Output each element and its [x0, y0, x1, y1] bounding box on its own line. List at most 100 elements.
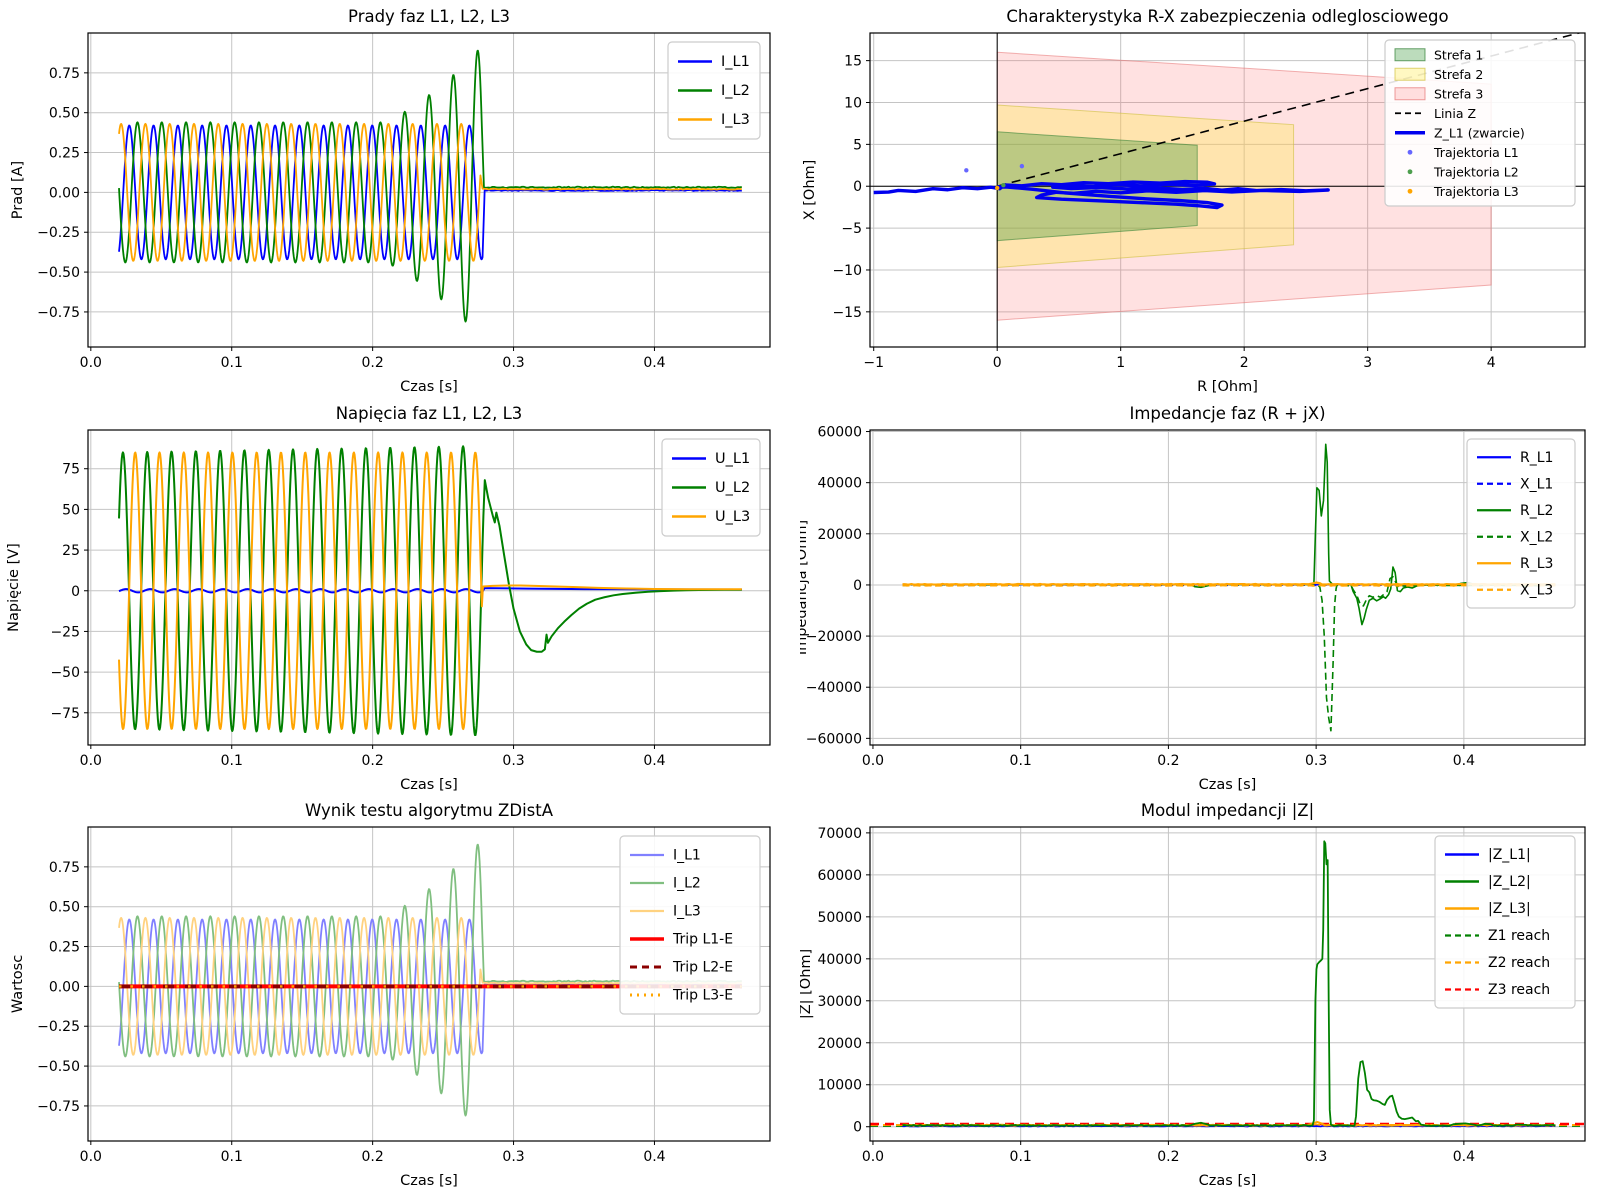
- subplot-impedance-modulus: 0.0 0.1 0.2 0.3 0.4 0 10000 20000 30000 40000 5000…: [800, 800, 1600, 1200]
- x-tick-label: 0.1: [221, 753, 243, 769]
- x-tick-label: 0.2: [1157, 753, 1179, 769]
- y-tick-label: −25: [50, 624, 80, 640]
- y-tick-label: 5: [853, 137, 862, 153]
- x-tick-label: 0.1: [221, 355, 243, 371]
- legend-label: I_L1: [673, 848, 701, 864]
- legend-label: U_L2: [715, 480, 750, 496]
- axes-frame: [87, 32, 771, 348]
- x-tick-label: 0.3: [502, 355, 524, 371]
- legend-label: |Z_L2|: [1488, 874, 1531, 890]
- plot-area: [118, 445, 742, 737]
- y-tick-label: 20000: [817, 1036, 862, 1052]
- y-tick-label: 20000: [817, 527, 862, 543]
- y-tick-label: −20000: [806, 629, 862, 645]
- x-tick-label: 0.0: [862, 1149, 884, 1165]
- x-tick-label: 0.2: [362, 355, 384, 371]
- y-tick-label: 15: [844, 54, 862, 70]
- x-tick-label: −1: [863, 355, 884, 371]
- y-tick-label: 60000: [817, 868, 862, 884]
- chart-title: Napięcia faz L1, L2, L3: [336, 404, 523, 423]
- x-tick-label: 0.4: [1453, 1149, 1475, 1165]
- series-I_L3: [118, 916, 742, 1056]
- y-tick-label: −50: [50, 665, 80, 681]
- y-tick-label: 0: [853, 1120, 862, 1136]
- y-axis-label: Napięcie [V]: [6, 543, 22, 632]
- legend-label: R_L1: [1520, 450, 1553, 466]
- y-tick-label: 0.75: [49, 860, 80, 876]
- legend-label: Z1 reach: [1488, 928, 1550, 944]
- x-tick-label: 0.2: [362, 1149, 384, 1165]
- legend-label: Z2 reach: [1488, 955, 1550, 971]
- x-tick-label: 0.2: [362, 753, 384, 769]
- series-Linia Z: [996, 33, 1582, 188]
- series-I_L1: [118, 124, 742, 261]
- x-tick-label: 0.0: [80, 1149, 102, 1165]
- y-tick-label: 10000: [817, 1078, 862, 1094]
- series-U_L3: [118, 451, 742, 731]
- y-tick-label: 0: [71, 584, 80, 600]
- tick-labels: 0.0 0.1 0.2 0.3 0.4 0 10000 20000 30000 40000 5000…: [817, 826, 1475, 1165]
- series-U_L1: [118, 587, 742, 594]
- y-tick-label: 0.25: [49, 940, 80, 956]
- legend-label: R_L2: [1520, 503, 1553, 519]
- y-tick-label: 0.25: [49, 146, 80, 162]
- x-axis-label: Czas [s]: [400, 1173, 458, 1189]
- x-tick-label: 0.2: [1157, 1149, 1179, 1165]
- legend-label: I_L2: [673, 876, 701, 892]
- series-X_L2: [902, 575, 1556, 732]
- x-axis-label: Czas [s]: [1199, 1173, 1257, 1189]
- y-axis-label: Impedancja [Ohm]: [800, 520, 810, 655]
- series-I_L2: [118, 843, 742, 1117]
- chart-title: Modul impedancji |Z|: [1141, 801, 1314, 820]
- series-I_L1: [118, 918, 742, 1055]
- y-tick-label: −15: [832, 305, 862, 321]
- x-tick-label: 2: [1240, 355, 1249, 371]
- y-tick-label: 75: [62, 462, 80, 478]
- x-tick-label: 0.3: [502, 753, 524, 769]
- x-axis-label: R [Ohm]: [1197, 379, 1258, 395]
- x-tick-label: 4: [1487, 355, 1496, 371]
- legend-label: Z3 reach: [1488, 982, 1550, 998]
- series-I_L2: [118, 49, 742, 323]
- impedances-chart: 0.0 0.1 0.2 0.3 0.4 −60000 −40000 −20000 0 20000 4…: [800, 404, 1586, 793]
- legend-label: U_L3: [715, 509, 750, 525]
- legend-label: Trip L2-E: [672, 960, 733, 976]
- series-I_L3: [118, 122, 742, 262]
- legend-label: Linia Z: [1434, 106, 1476, 121]
- x-tick-label: 0.3: [1305, 1149, 1327, 1165]
- voltages-chart: 0.0 0.1 0.2 0.3 0.4 −75 −50 −25 0 25 50 75 Napięcia …: [6, 404, 771, 793]
- series-|Z_L2|: [902, 840, 1556, 1127]
- x-axis-label: Czas [s]: [1199, 777, 1257, 793]
- y-tick-label: 40000: [817, 952, 862, 968]
- plot-area: [870, 33, 1585, 347]
- x-tick-label: 0.0: [862, 753, 884, 769]
- y-tick-label: −0.75: [37, 1099, 80, 1115]
- y-tick-label: −5: [841, 221, 862, 237]
- series-R_L2: [902, 443, 1556, 626]
- axes-frame: [869, 429, 1586, 746]
- x-tick-label: 0: [993, 355, 1002, 371]
- legend-label: |Z_L1|: [1488, 847, 1531, 863]
- legend-label: X_L3: [1520, 582, 1553, 598]
- legend-label: Trajektoria L2: [1433, 164, 1519, 179]
- x-tick-label: 0.3: [1305, 753, 1327, 769]
- x-tick-label: 0.1: [1010, 1149, 1032, 1165]
- chart-title: Charakterystyka R-X zabezpieczenia odleg…: [1006, 7, 1448, 26]
- y-axis-label: Prad [A]: [10, 161, 26, 219]
- tick-labels: 0.0 0.1 0.2 0.3 0.4 −75 −50 −25 0 25 50 75: [50, 462, 665, 769]
- plot-area: [902, 443, 1556, 732]
- subplot-voltages: 0.0 0.1 0.2 0.3 0.4 −75 −50 −25 0 25 50 75 Napięcia …: [0, 400, 800, 800]
- y-tick-label: 0.00: [49, 979, 80, 995]
- axes-frame: [869, 32, 1586, 348]
- legend-label: Z_L1 (zwarcie): [1434, 125, 1525, 140]
- tick-labels: 0.0 0.1 0.2 0.3 0.4 −0.75 −0.50 −0.25 0.00 0.25 0.…: [37, 860, 666, 1165]
- grid: [870, 430, 1585, 745]
- subplot-zdist-test: 0.0 0.1 0.2 0.3 0.4 −0.75 −0.50 −0.25 0.00 0.25 0.…: [0, 800, 800, 1200]
- legend: I_L1 I_L2 I_L3: [667, 41, 761, 140]
- y-axis-label: Wartosc: [10, 955, 26, 1013]
- axes-frame: [869, 826, 1586, 1142]
- y-tick-label: 50000: [817, 910, 862, 926]
